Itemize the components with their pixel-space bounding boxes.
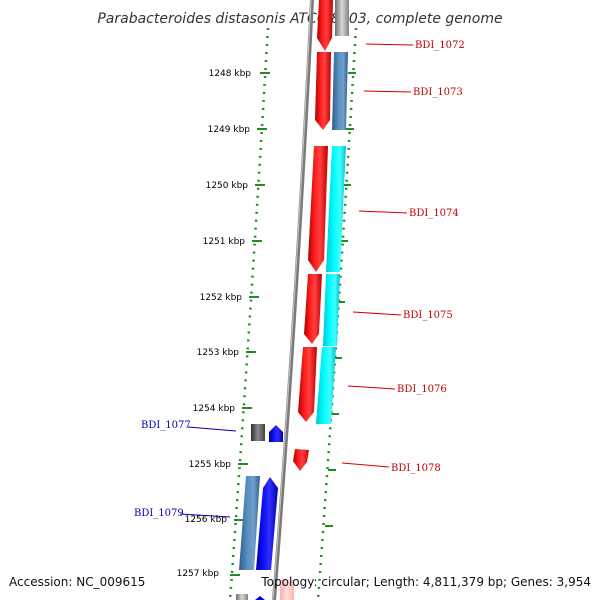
- ruler-labels: 1248 kbp 1249 kbp 1250 kbp 1251 kbp 1252…: [177, 69, 252, 579]
- genome-summary-text: Topology: circular; Length: 4,811,379 bp…: [260, 575, 591, 589]
- label-leader: [347, 385, 396, 390]
- tick-label: 1252 kbp: [200, 293, 243, 303]
- tick-label: 1257 kbp: [177, 569, 220, 579]
- gene-label: BDI_1074: [409, 208, 459, 219]
- gene-arrow: [298, 347, 317, 422]
- gene-arrow: [304, 274, 322, 344]
- track-block: [316, 347, 336, 424]
- gene-arrow: [308, 146, 328, 272]
- gene-BDI_1074[interactable]: BDI_1074: [308, 146, 459, 272]
- gene-arrow: [315, 52, 331, 130]
- gene-arrow: [317, 0, 333, 51]
- tick-label: 1248 kbp: [209, 69, 252, 79]
- gene-BDI_1075[interactable]: BDI_1075: [304, 274, 453, 346]
- label-leader: [363, 90, 412, 93]
- track-block: [239, 476, 260, 570]
- gene-BDI_1079[interactable]: BDI_1079: [134, 476, 278, 570]
- tick-label: 1253 kbp: [197, 348, 240, 358]
- gene-BDI_1072[interactable]: BDI_1072: [317, 0, 465, 51]
- gene-label: BDI_1072: [415, 40, 465, 51]
- map-title: Parabacteroides distasonis ATCC 8503, co…: [97, 11, 502, 27]
- gene-BDI_1078[interactable]: BDI_1078: [293, 449, 441, 474]
- genome-backbone: [272, 0, 314, 600]
- gene-BDI_1077[interactable]: BDI_1077: [141, 420, 283, 442]
- gene-arrow: [269, 425, 283, 442]
- tick-label: 1251 kbp: [203, 237, 246, 247]
- backbone-highlight: [272, 0, 312, 600]
- gene-label: BDI_1073: [413, 87, 463, 98]
- gene-label: BDI_1075: [403, 310, 453, 321]
- tick-label: 1255 kbp: [189, 460, 232, 470]
- track-block: [251, 424, 265, 441]
- gene-arrow: [256, 477, 278, 570]
- label-leader: [352, 311, 402, 316]
- partial-features-bottom: [236, 580, 294, 600]
- label-leader: [341, 462, 390, 468]
- label-leader: [358, 210, 408, 214]
- gene-label: BDI_1076: [397, 384, 447, 395]
- tick-label: 1254 kbp: [193, 404, 236, 414]
- track-block: [335, 0, 349, 36]
- tick-label: 1256 kbp: [185, 515, 228, 525]
- gene-arrow: [293, 449, 309, 471]
- gene-BDI_1076[interactable]: BDI_1076: [298, 347, 447, 424]
- accession-text: Accession: NC_009615: [9, 575, 145, 589]
- track-block: [332, 52, 348, 130]
- inner-ruler-dotted-line: [228, 27, 270, 600]
- tick-label: 1250 kbp: [206, 181, 249, 191]
- label-leader: [179, 513, 231, 518]
- track-block: [326, 146, 346, 272]
- gene-label: BDI_1078: [391, 463, 441, 474]
- gene-BDI_1073[interactable]: BDI_1073: [315, 52, 463, 130]
- track-block: [323, 274, 340, 346]
- gene-label: BDI_1077: [141, 420, 191, 431]
- label-leader: [365, 43, 414, 46]
- label-leader: [187, 426, 237, 432]
- outer-ruler-dotted-line: [316, 27, 358, 600]
- gene-label: BDI_1079: [134, 508, 184, 519]
- tick-label: 1249 kbp: [208, 125, 251, 135]
